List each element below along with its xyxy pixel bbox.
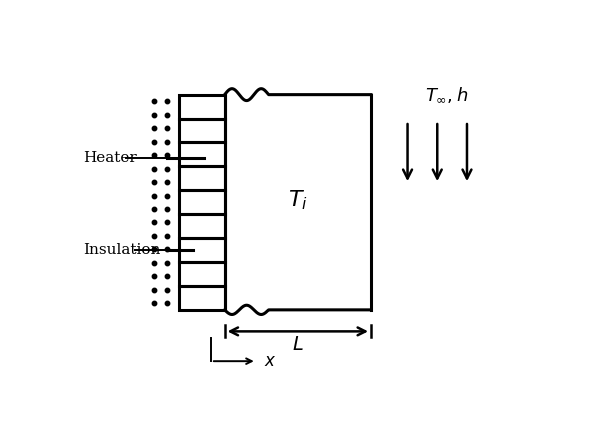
Text: $L$: $L$ [292,336,304,353]
Text: Insulation: Insulation [83,243,160,257]
Text: $T_i$: $T_i$ [288,189,308,212]
Text: $T_{\infty},h$: $T_{\infty},h$ [425,85,468,104]
Text: Heater: Heater [83,150,137,165]
Text: $x$: $x$ [264,353,276,370]
